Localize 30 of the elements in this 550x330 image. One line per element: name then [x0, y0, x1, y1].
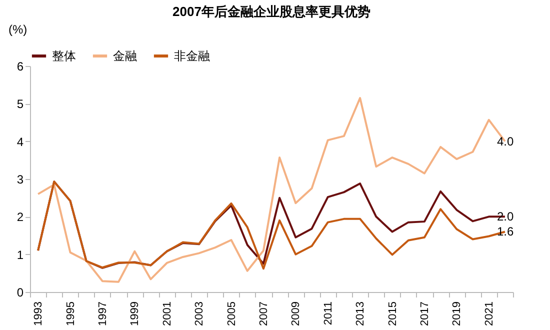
x-tick-label: 2021	[483, 302, 496, 326]
x-tick-label: 2013	[354, 302, 367, 326]
y-axis-title: (%)	[8, 22, 28, 36]
y-tick-label: 5	[16, 97, 24, 112]
y-tick-label: 2	[16, 210, 24, 224]
x-tick-label: 2011	[322, 302, 334, 326]
data-label: 2.0	[496, 210, 514, 224]
legend-label: 整体	[52, 49, 76, 63]
x-tick-label: 1999	[129, 302, 142, 326]
y-tick-label: 3	[16, 172, 24, 186]
x-tick-label: 2015	[386, 302, 399, 326]
y-tick-label: 6	[16, 60, 24, 74]
data-label: 4.0	[496, 134, 514, 148]
x-tick-label: 2001	[161, 302, 174, 326]
x-tick-label: 2003	[194, 302, 206, 326]
legend-label: 非金融	[174, 49, 210, 63]
y-tick-label: 0	[16, 286, 24, 300]
y-tick-label: 1	[16, 248, 24, 262]
y-tick-label: 4	[16, 134, 24, 149]
x-tick-label: 2019	[451, 302, 464, 326]
x-tick-label: 2005	[226, 302, 238, 326]
data-label: 1.6	[496, 224, 514, 239]
x-tick-label: 2007	[258, 302, 270, 326]
x-tick-label: 2009	[290, 302, 302, 326]
chart-title: 2007年后金融企业股息率更具优势	[172, 4, 370, 19]
legend-label: 金融	[113, 49, 137, 63]
x-tick-label: 1995	[64, 302, 77, 326]
x-tick-label: 1997	[96, 302, 109, 326]
x-tick-label: 2017	[418, 302, 431, 326]
x-tick-label: 1993	[32, 302, 45, 326]
